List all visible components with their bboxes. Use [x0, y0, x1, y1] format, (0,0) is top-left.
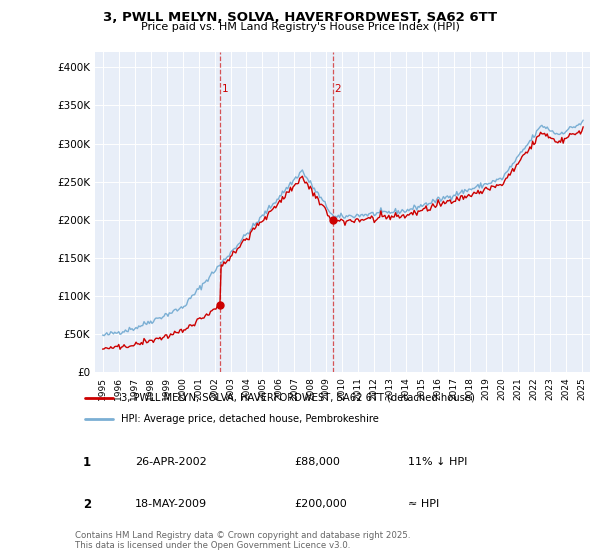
Text: 1: 1: [83, 455, 91, 469]
Text: £88,000: £88,000: [294, 457, 340, 467]
Text: Contains HM Land Registry data © Crown copyright and database right 2025.
This d: Contains HM Land Registry data © Crown c…: [75, 530, 410, 550]
Text: ≈ HPI: ≈ HPI: [408, 499, 439, 509]
Text: 3, PWLL MELYN, SOLVA, HAVERFORDWEST, SA62 6TT (detached house): 3, PWLL MELYN, SOLVA, HAVERFORDWEST, SA6…: [121, 393, 475, 403]
Text: Price paid vs. HM Land Registry's House Price Index (HPI): Price paid vs. HM Land Registry's House …: [140, 22, 460, 32]
Text: 2: 2: [335, 84, 341, 94]
Text: 2: 2: [83, 497, 91, 511]
Text: 26-APR-2002: 26-APR-2002: [135, 457, 207, 467]
Text: £200,000: £200,000: [294, 499, 347, 509]
Text: 18-MAY-2009: 18-MAY-2009: [135, 499, 207, 509]
Text: 11% ↓ HPI: 11% ↓ HPI: [408, 457, 467, 467]
Text: HPI: Average price, detached house, Pembrokeshire: HPI: Average price, detached house, Pemb…: [121, 414, 379, 424]
Text: 3, PWLL MELYN, SOLVA, HAVERFORDWEST, SA62 6TT: 3, PWLL MELYN, SOLVA, HAVERFORDWEST, SA6…: [103, 11, 497, 24]
Text: 1: 1: [221, 84, 228, 94]
